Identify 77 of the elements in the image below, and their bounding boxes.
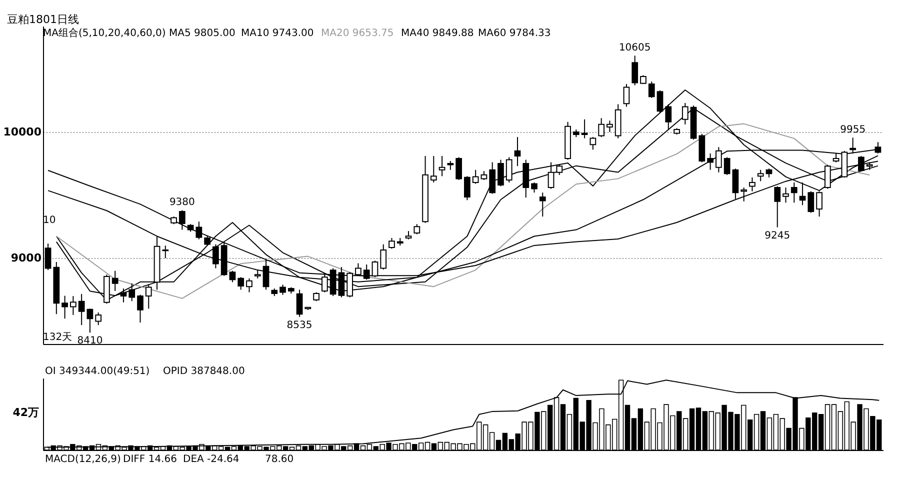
text: DEA -24.64 bbox=[183, 454, 240, 465]
candlestick bbox=[380, 244, 387, 270]
annotation: 10 bbox=[43, 214, 56, 226]
annotation: MA20 9653.75 bbox=[321, 28, 394, 39]
annotation: MA组合(5,10,20,40,60,0) bbox=[43, 27, 166, 39]
candlestick bbox=[137, 294, 144, 324]
candlestick bbox=[590, 136, 596, 150]
candlestick bbox=[62, 295, 68, 320]
candlestick bbox=[388, 238, 395, 250]
candlestick bbox=[86, 308, 94, 334]
candlestick bbox=[280, 284, 286, 296]
candlestick bbox=[464, 176, 470, 201]
candlestick bbox=[724, 156, 730, 176]
annotation: MA40 9849.88 bbox=[401, 28, 474, 39]
candlestick bbox=[707, 152, 714, 170]
annotation: 8535 bbox=[286, 320, 312, 331]
candlestick bbox=[740, 187, 748, 202]
text: 42万 bbox=[12, 406, 39, 420]
annotation: 9380 bbox=[169, 197, 195, 208]
candlestick bbox=[749, 176, 756, 192]
annotation: MA5 9805.00 bbox=[169, 28, 236, 39]
candlestick bbox=[539, 192, 546, 218]
candlestick bbox=[774, 186, 781, 228]
candlestick bbox=[732, 168, 739, 200]
candlestick bbox=[489, 162, 496, 194]
text: DIFF 14.66 bbox=[123, 454, 177, 465]
text: OPID 387848.00 bbox=[163, 366, 245, 377]
text: MACD(12,26,9) bbox=[45, 454, 122, 465]
y-tick-label: 9000 bbox=[10, 252, 42, 265]
candlestick bbox=[598, 118, 605, 138]
candlestick bbox=[757, 169, 764, 182]
candlestick bbox=[548, 162, 554, 190]
candlestick bbox=[782, 187, 789, 204]
candlestick bbox=[522, 159, 530, 198]
candlestick bbox=[296, 289, 303, 318]
candlestick bbox=[514, 136, 521, 167]
candlestick bbox=[162, 245, 169, 259]
annotation: 9245 bbox=[764, 230, 790, 242]
annotation: MA10 9743.00 bbox=[241, 28, 314, 39]
annotation: 9955 bbox=[840, 124, 866, 136]
text: OI 349344.00(49:51) bbox=[45, 366, 150, 377]
candlestick bbox=[472, 169, 479, 184]
candlestick bbox=[556, 164, 563, 176]
candlestick bbox=[808, 190, 814, 214]
candlestick bbox=[196, 221, 202, 240]
candlestick bbox=[824, 164, 831, 190]
y-tick-label: 10000 bbox=[3, 126, 42, 138]
candlestick bbox=[790, 182, 798, 204]
annotation: 10605 bbox=[618, 42, 651, 54]
candlestick bbox=[438, 155, 446, 177]
candlestick bbox=[606, 120, 613, 132]
candlestick bbox=[112, 270, 118, 292]
candlestick bbox=[246, 278, 252, 293]
text: 78.60 bbox=[265, 454, 294, 465]
candlestick bbox=[816, 190, 822, 218]
annotation: 132天 bbox=[43, 332, 72, 343]
candlestick bbox=[95, 312, 102, 326]
candlestick bbox=[498, 159, 504, 187]
candlestick bbox=[238, 276, 244, 290]
candlestick bbox=[531, 182, 538, 194]
candlestick bbox=[648, 81, 655, 98]
candlestick bbox=[212, 244, 219, 269]
candlestick bbox=[414, 224, 420, 235]
candlestick bbox=[178, 210, 186, 230]
candlestick bbox=[623, 84, 630, 108]
candlestick bbox=[506, 156, 512, 183]
chart-title: 豆粕1801日线 bbox=[7, 13, 79, 26]
candlestick bbox=[70, 296, 76, 316]
candlestick bbox=[229, 270, 236, 283]
candlestick bbox=[78, 294, 85, 326]
candlestick bbox=[456, 156, 462, 180]
candlestick bbox=[799, 182, 806, 206]
candlestick bbox=[204, 234, 210, 246]
annotation: 8410 bbox=[77, 336, 103, 347]
annotation: MA60 9784.33 bbox=[478, 28, 551, 39]
candlestick bbox=[632, 55, 638, 86]
candlestick bbox=[430, 155, 437, 183]
